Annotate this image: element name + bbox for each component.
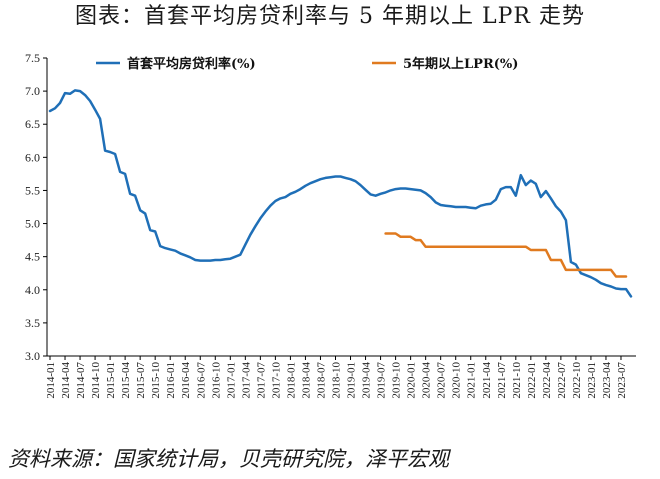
y-tick-label: 3.0 — [25, 349, 40, 363]
x-tick-label: 2023-01 — [586, 362, 598, 399]
x-tick-label: 2017-10 — [270, 362, 282, 399]
x-tick-label: 2014-10 — [90, 362, 102, 399]
x-tick-label: 2021-07 — [496, 362, 508, 399]
x-tick-label: 2022-10 — [571, 362, 583, 399]
x-tick-label: 2018-04 — [300, 362, 312, 399]
x-tick-label: 2019-04 — [361, 362, 373, 399]
x-tick-label: 2021-01 — [466, 362, 478, 399]
x-tick-label: 2022-07 — [556, 362, 568, 399]
y-tick-label: 7.5 — [25, 51, 40, 65]
y-tick-label: 5.5 — [25, 183, 40, 197]
x-tick-label: 2020-07 — [436, 362, 448, 399]
x-tick-label: 2018-07 — [315, 362, 327, 399]
x-tick-label: 2023-04 — [601, 362, 613, 399]
x-tick-label: 2022-01 — [526, 362, 538, 399]
x-tick-label: 2016-07 — [195, 362, 207, 399]
legend-label-series-2: 5年期以上LPR(%) — [403, 56, 518, 72]
x-tick-label: 2019-01 — [346, 362, 358, 399]
series-layer — [48, 89, 633, 298]
x-tick-label: 2016-01 — [165, 362, 177, 399]
x-tick-label: 2020-01 — [406, 362, 418, 399]
x-tick-label: 2017-07 — [255, 362, 267, 399]
page-title: 图表：首套平均房贷利率与 5 年期以上 LPR 走势 — [75, 4, 585, 29]
series-line-1 — [48, 89, 633, 298]
x-tick-label: 2016-04 — [180, 362, 192, 399]
source-note: 资料来源：国家统计局，贝壳研究院，泽平宏观 — [8, 447, 449, 471]
x-tick-label: 2014-01 — [45, 362, 57, 399]
x-tick-label: 2018-10 — [330, 362, 342, 399]
y-tick-label: 5.0 — [25, 217, 40, 231]
y-tick-label: 3.5 — [25, 316, 40, 330]
x-tick-label: 2015-04 — [120, 362, 132, 399]
x-tick-label: 2015-07 — [135, 362, 147, 399]
x-tick-label: 2015-01 — [105, 362, 117, 399]
x-tick-label: 2019-07 — [376, 362, 388, 399]
x-tick-label: 2020-10 — [451, 362, 463, 399]
legend: 首套平均房贷利率(%) 5年期以上LPR(%) — [96, 56, 518, 72]
y-tick-label: 4.5 — [25, 250, 40, 264]
series-line-2 — [384, 232, 628, 278]
y-tick-label: 4.0 — [25, 283, 40, 297]
x-tick-label: 2017-01 — [225, 362, 237, 399]
y-tick-label: 6.5 — [25, 117, 40, 131]
x-tick-label: 2021-10 — [511, 362, 523, 399]
y-tick-label: 6.0 — [25, 150, 40, 164]
x-tick-label: 2015-10 — [150, 362, 162, 399]
x-tick-label: 2020-04 — [421, 362, 433, 399]
x-tick-label: 2021-04 — [481, 362, 493, 399]
x-tick-label: 2014-07 — [75, 362, 87, 399]
y-tick-label: 7.0 — [25, 84, 40, 98]
x-tick-label: 2023-07 — [616, 362, 628, 399]
x-tick-label: 2014-04 — [60, 362, 72, 399]
x-tick-label: 2016-10 — [210, 362, 222, 399]
x-tick-label: 2019-10 — [391, 362, 403, 399]
legend-label-series-1: 首套平均房贷利率(%) — [127, 56, 256, 72]
x-tick-label: 2017-04 — [240, 362, 252, 399]
x-tick-label: 2022-04 — [541, 362, 553, 399]
x-tick-label: 2018-01 — [285, 362, 297, 399]
